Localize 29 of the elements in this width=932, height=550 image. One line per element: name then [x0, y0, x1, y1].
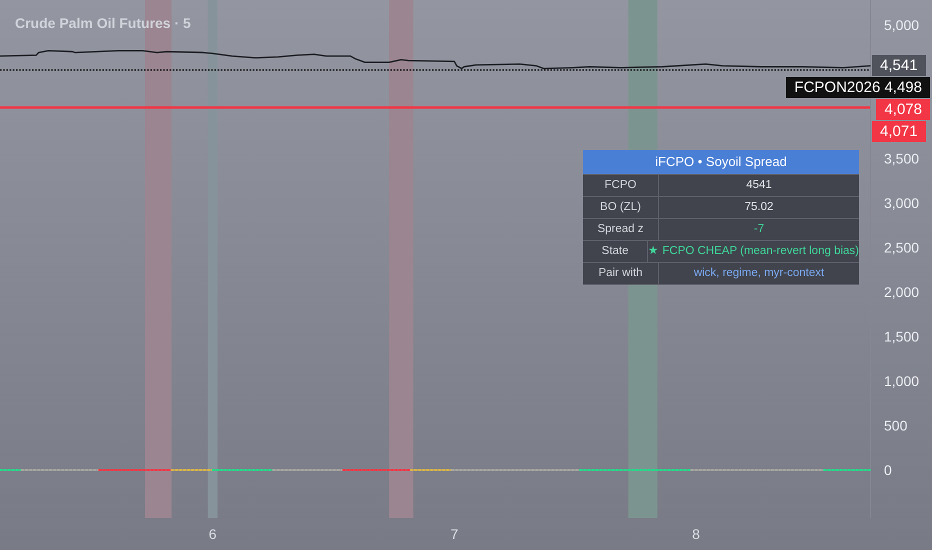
y-tick-label: 3,000 — [884, 194, 920, 211]
annotation: iFCPO • Soyoil Spread — [583, 150, 859, 174]
annotation: 75.02 — [659, 197, 859, 218]
data-label: 4,541 — [872, 55, 926, 76]
x-tick-label: 6 — [208, 526, 217, 542]
ref-line-label: 4,078 — [876, 99, 930, 120]
y-tick-label: 1,000 — [884, 372, 920, 389]
annotation: 4541 — [659, 175, 859, 196]
x-tick-label: 7 — [450, 526, 458, 542]
y-tick-label: 5,000 — [884, 16, 920, 33]
annotation: ★ FCPO CHEAP (mean-revert long bias) — [648, 241, 859, 262]
annotation: -7 — [659, 219, 859, 240]
annotation: Spread z — [583, 219, 658, 240]
x-tick-label: 8 — [692, 526, 700, 542]
annotation: FCPO — [583, 175, 658, 196]
annotation: BO (ZL) — [583, 197, 658, 218]
y-tick-label: 500 — [884, 417, 908, 434]
annotation: Pair with — [583, 263, 658, 284]
ref-line-label: FCPON2026 4,498 — [786, 77, 930, 98]
y-tick-label: 2,000 — [884, 284, 920, 300]
annotation: 4,071 — [872, 121, 926, 142]
y-tick-label: 3,500 — [884, 150, 920, 166]
annotation: wick, regime, myr-context — [659, 263, 859, 284]
y-tick-label: 1,500 — [884, 328, 920, 344]
y-tick-label: 2,500 — [884, 239, 920, 256]
line-series — [0, 50, 871, 70]
text: Crude Palm Oil Futures · 5 — [15, 15, 192, 31]
y-tick-label: 0 — [884, 462, 892, 478]
annotation: State — [583, 241, 648, 262]
